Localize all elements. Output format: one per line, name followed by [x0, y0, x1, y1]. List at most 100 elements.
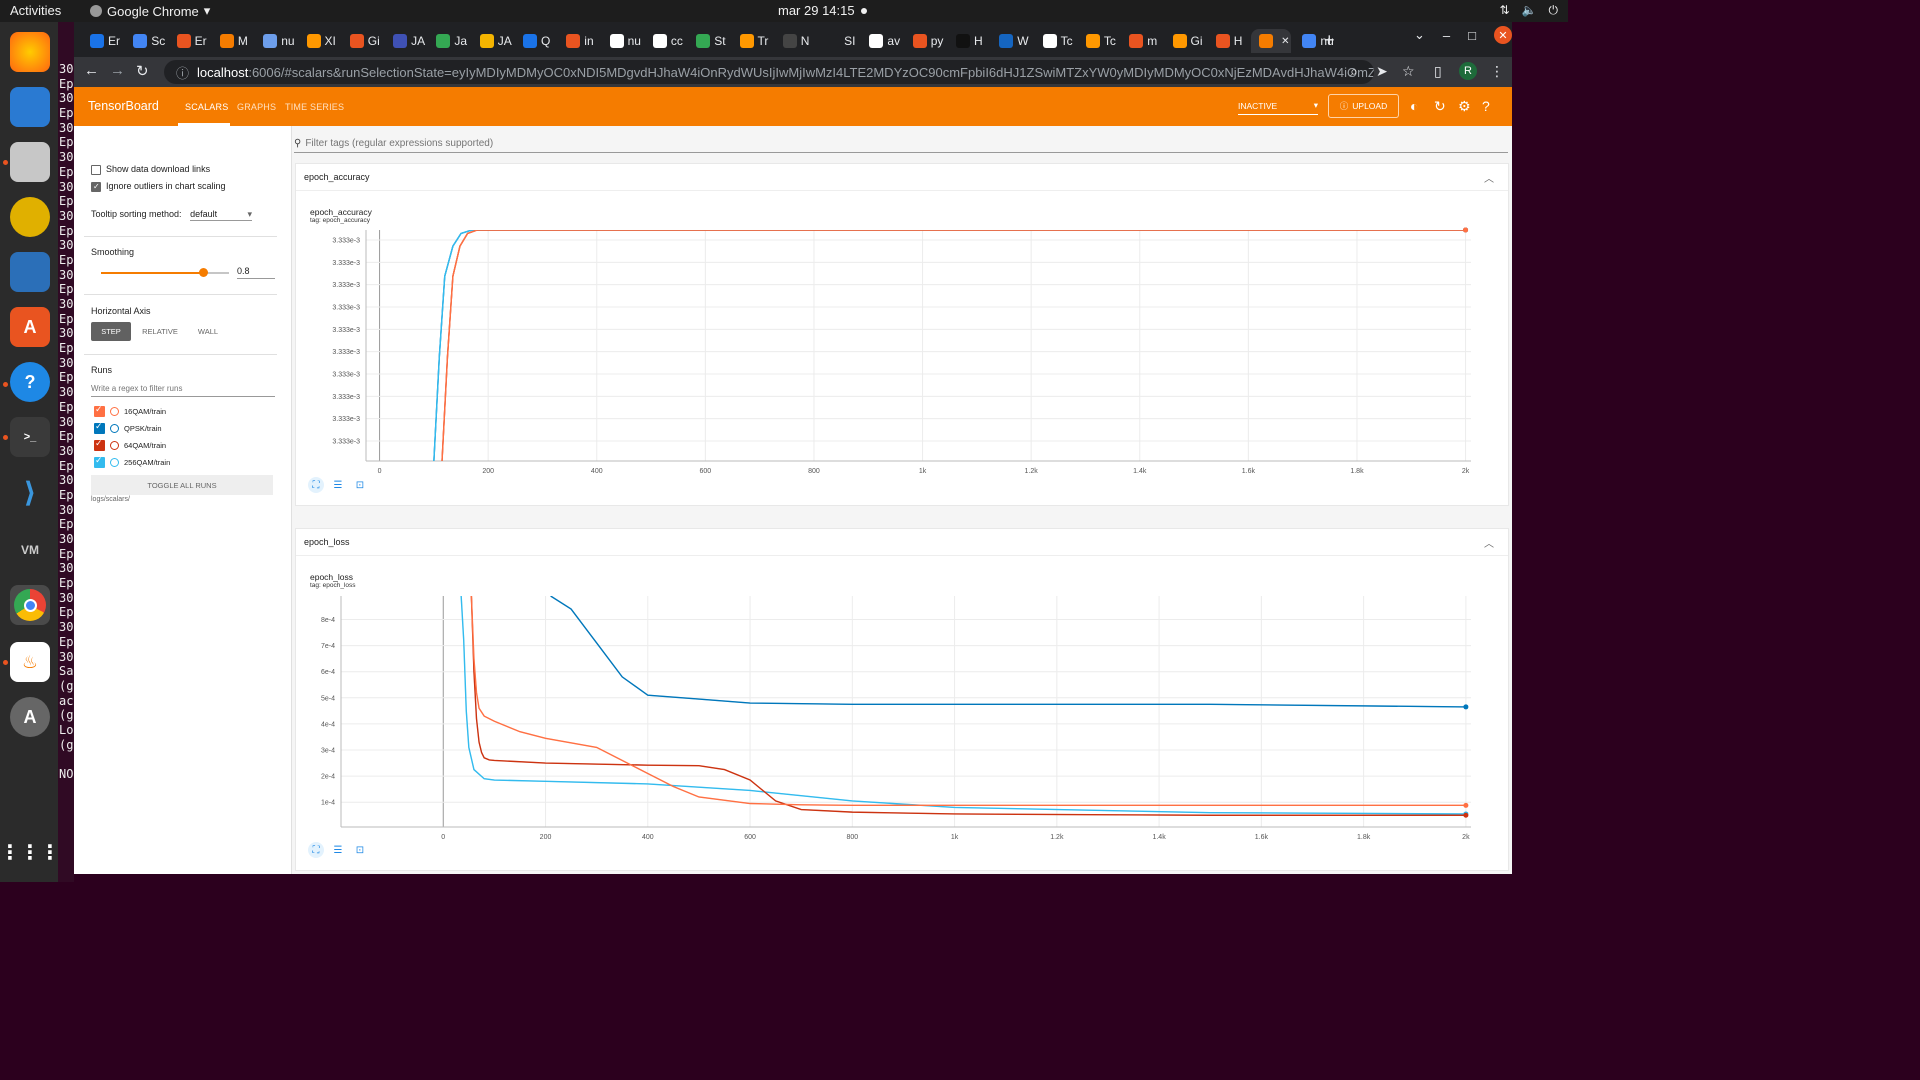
run-color-circle-icon[interactable]	[110, 441, 119, 450]
software-icon[interactable]: A	[10, 307, 50, 347]
minimize-icon[interactable]: –	[1443, 28, 1450, 43]
tab-graphs[interactable]: GRAPHS	[237, 102, 276, 112]
browser-tab[interactable]: SI	[818, 29, 855, 53]
fullscreen-icon[interactable]: ⛶	[308, 842, 324, 858]
run-checkbox[interactable]	[94, 406, 105, 417]
card-header[interactable]: epoch_loss	[304, 537, 350, 547]
collapse-chevron-icon[interactable]: ︿	[1484, 535, 1494, 550]
profile-avatar[interactable]: R	[1459, 62, 1477, 80]
run-checkbox[interactable]	[94, 440, 105, 451]
maximize-icon[interactable]: □	[1468, 28, 1476, 43]
run-checkbox[interactable]	[94, 423, 105, 434]
run-color-circle-icon[interactable]	[110, 458, 119, 467]
ignore-outliers-checkbox[interactable]	[91, 182, 101, 192]
browser-tab[interactable]: av	[861, 29, 900, 53]
browser-tab[interactable]: M	[212, 29, 248, 53]
browser-tab[interactable]: Sc	[125, 29, 165, 53]
app-menu[interactable]: Google Chrome ▾	[90, 3, 210, 19]
haxis-wall-button[interactable]: WALL	[188, 322, 228, 341]
browser-tab[interactable]: Ja	[428, 29, 467, 53]
files-icon[interactable]	[10, 142, 50, 182]
browser-tab[interactable]: H	[1208, 29, 1243, 53]
browser-tab[interactable]: XI	[299, 29, 336, 53]
new-tab-icon[interactable]: +	[1324, 30, 1335, 51]
browser-tab[interactable]: JA	[472, 29, 512, 53]
bookmark-star-icon[interactable]: ☆	[1402, 63, 1415, 80]
close-tab-icon[interactable]: ✕	[1281, 36, 1289, 47]
fit-domain-icon[interactable]: ⊡	[352, 477, 368, 493]
chrome-icon[interactable]	[10, 585, 50, 625]
data-table-icon[interactable]: ☰	[330, 477, 346, 493]
url-field[interactable]: ⓘ localhost:6006/#scalars&runSelectionSt…	[164, 60, 1374, 84]
run-color-circle-icon[interactable]	[110, 407, 119, 416]
settings-gear-icon[interactable]: ⚙	[1458, 98, 1471, 115]
tensorboard-app-icon[interactable]: ♨	[10, 642, 50, 682]
browser-tab[interactable]: Tc	[1035, 29, 1073, 53]
terminal-window[interactable]: 30 Ep 30 Ep 30 Ep 30 Ep 30 Ep 30 Ep 30 Ep 30 Ep 30 Ep 30 Ep…	[58, 22, 74, 882]
activities-button[interactable]: Activities	[10, 3, 61, 18]
fit-domain-icon[interactable]: ⊡	[352, 842, 368, 858]
writer-icon[interactable]	[10, 252, 50, 292]
forward-icon[interactable]: →	[110, 62, 125, 79]
browser-tab[interactable]: Q	[515, 29, 550, 53]
vmware-icon[interactable]: VM	[10, 530, 50, 570]
refresh-icon[interactable]: ↻	[1434, 98, 1446, 115]
browser-tab[interactable]: Gi	[1165, 29, 1203, 53]
reload-icon[interactable]: ↻	[136, 62, 149, 80]
tooltip-sort-select[interactable]: default ▾	[190, 209, 252, 221]
show-download-links-row[interactable]: Show data download links	[91, 164, 210, 175]
upload-button[interactable]: ⓘ UPLOAD	[1328, 94, 1399, 118]
show-apps-icon[interactable]: ⋮⋮⋮	[10, 832, 50, 872]
haxis-relative-button[interactable]: RELATIVE	[136, 322, 184, 341]
browser-tab[interactable]: W	[991, 29, 1028, 53]
clock[interactable]: mar 29 14:15	[778, 3, 855, 18]
back-icon[interactable]: ←	[84, 62, 99, 79]
accuracy-chart[interactable]: 0 200 400 600 800 1k 1.2k 1.4k 1.6k 1.8k 2k 3.333e-…	[296, 226, 1508, 496]
run-item[interactable]: 16QAM/train	[94, 406, 166, 417]
chrome-menu-icon[interactable]: ⋮	[1490, 63, 1504, 80]
close-window-icon[interactable]: ✕	[1494, 26, 1512, 44]
run-item[interactable]: 64QAM/train	[94, 440, 166, 451]
theme-icon[interactable]: ◐	[1410, 98, 1418, 114]
run-item[interactable]: 256QAM/train	[94, 457, 170, 468]
vscode-icon[interactable]: ⟩	[10, 472, 50, 512]
help-circle-icon[interactable]: ?	[1482, 98, 1490, 114]
thunderbird-icon[interactable]	[10, 87, 50, 127]
browser-tab[interactable]: Tc	[1078, 29, 1116, 53]
browser-tab[interactable]: Tr	[732, 29, 769, 53]
browser-tab[interactable]: nu	[255, 29, 294, 53]
browser-tab[interactable]: nu	[602, 29, 641, 53]
browser-tab[interactable]: m	[1121, 29, 1157, 53]
updater-icon[interactable]: A	[10, 697, 50, 737]
runs-filter-input[interactable]: Write a regex to filter runs	[91, 384, 275, 397]
toggle-all-runs-button[interactable]: TOGGLE ALL RUNS	[91, 475, 273, 495]
reload-status-select[interactable]: INACTIVE ▾	[1238, 97, 1318, 115]
browser-tab[interactable]: JA	[385, 29, 425, 53]
browser-tab[interactable]: ✕	[1251, 29, 1291, 53]
run-color-circle-icon[interactable]	[110, 424, 119, 433]
help-icon[interactable]: ?	[10, 362, 50, 402]
show-download-checkbox[interactable]	[91, 165, 101, 175]
send-icon[interactable]: ➤	[1376, 63, 1388, 80]
browser-tab[interactable]: H	[948, 29, 983, 53]
ignore-outliers-row[interactable]: Ignore outliers in chart scaling	[91, 181, 226, 192]
side-panel-icon[interactable]: ▯	[1434, 63, 1442, 80]
tab-time-series[interactable]: TIME SERIES	[285, 102, 344, 112]
rhythmbox-icon[interactable]	[10, 197, 50, 237]
smoothing-slider-thumb[interactable]	[199, 268, 208, 277]
fullscreen-icon[interactable]: ⛶	[308, 477, 324, 493]
terminal-icon[interactable]: >_	[10, 417, 50, 457]
card-header[interactable]: epoch_accuracy	[304, 172, 370, 182]
data-table-icon[interactable]: ☰	[330, 842, 346, 858]
browser-tab[interactable]: in	[558, 29, 593, 53]
info-icon[interactable]: ⓘ	[176, 63, 189, 82]
haxis-step-button[interactable]: STEP	[91, 322, 131, 341]
zoom-search-icon[interactable]: ⌕	[1350, 63, 1358, 80]
smoothing-input[interactable]: 0.8	[237, 266, 275, 279]
browser-tab[interactable]: py	[905, 29, 944, 53]
browser-tab[interactable]: Er	[82, 29, 120, 53]
browser-tab[interactable]: Er	[169, 29, 207, 53]
tab-search-icon[interactable]: ⌄	[1414, 27, 1425, 43]
tag-filter-input[interactable]: ⚲ Filter tags (regular expressions suppo…	[294, 135, 1508, 153]
collapse-chevron-icon[interactable]: ︿	[1484, 170, 1494, 185]
